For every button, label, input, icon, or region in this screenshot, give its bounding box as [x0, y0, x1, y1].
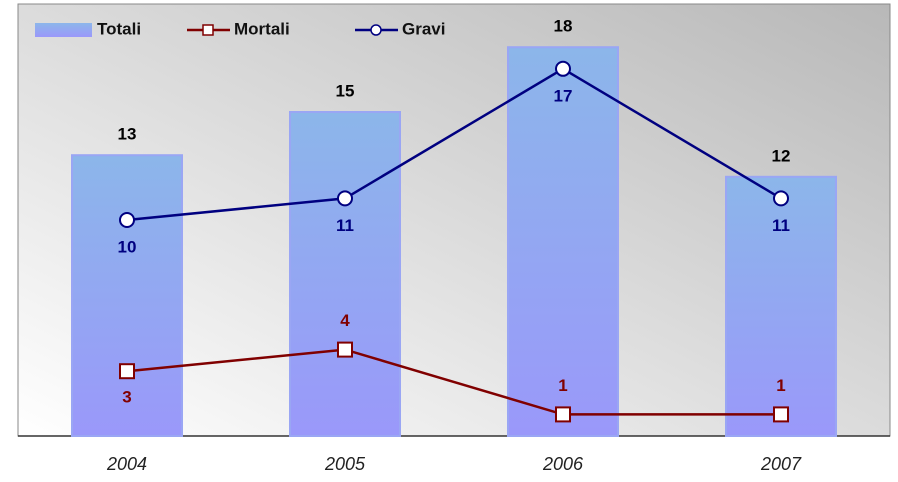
data-label: 13 — [118, 125, 137, 144]
marker — [555, 406, 571, 423]
data-label: 1 — [776, 376, 785, 395]
legend: Totali Mortali Gravi — [35, 19, 445, 38]
data-label: 15 — [336, 81, 355, 100]
data-label: 4 — [340, 311, 350, 330]
marker — [337, 190, 353, 207]
legend-label: Gravi — [402, 19, 445, 38]
legend-marker — [370, 24, 382, 36]
bar — [289, 111, 401, 437]
x-tick-label: 2005 — [324, 454, 366, 474]
legend-swatch — [35, 23, 92, 37]
data-label: 12 — [772, 146, 791, 165]
marker — [337, 341, 353, 358]
line — [126, 348, 781, 416]
marker — [773, 190, 789, 207]
legend-marker — [202, 24, 214, 36]
x-tick-label: 2007 — [760, 454, 802, 474]
data-label: 3 — [122, 388, 131, 407]
data-label: 11 — [336, 216, 354, 235]
data-label: 17 — [554, 86, 573, 105]
legend-label: Mortali — [234, 19, 290, 38]
data-label: 10 — [118, 237, 137, 256]
line — [126, 67, 782, 222]
data-label: 1 — [558, 376, 567, 395]
marker — [119, 212, 135, 228]
marker — [555, 60, 571, 77]
legend-label: Totali — [97, 19, 141, 38]
marker — [773, 406, 789, 423]
marker — [119, 363, 135, 380]
data-label: 11 — [772, 216, 790, 235]
x-tick-label: 2006 — [542, 454, 584, 474]
bar — [507, 46, 619, 437]
x-tick-label: 2004 — [106, 454, 147, 474]
bar — [725, 175, 837, 438]
bar — [71, 154, 183, 437]
data-label: 18 — [554, 17, 573, 36]
